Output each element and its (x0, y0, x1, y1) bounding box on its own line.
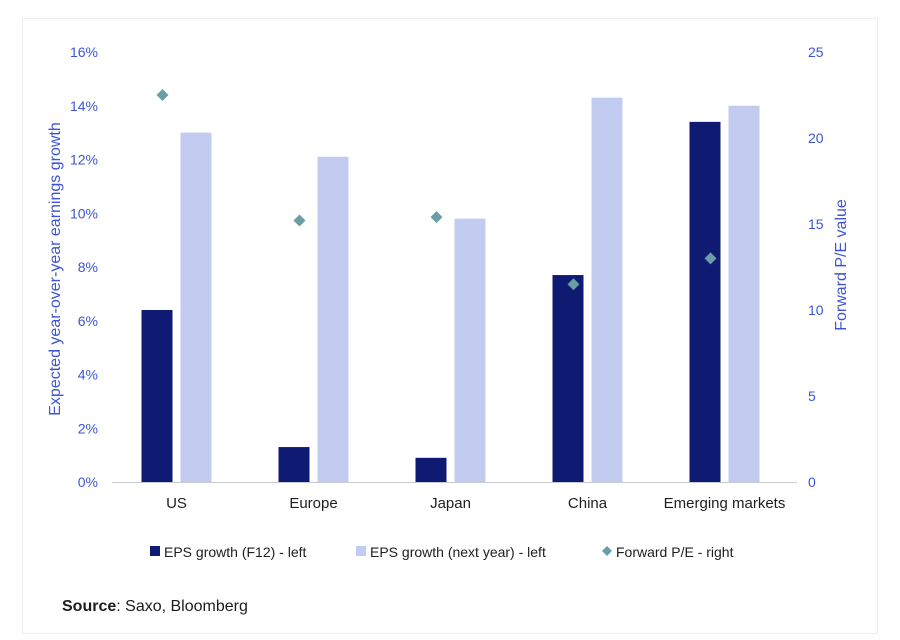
left-axis-title: Expected year-over-year earnings growth (47, 122, 64, 415)
legend-swatch (356, 546, 366, 556)
legend-swatch-diamond (602, 546, 612, 556)
bar-eps-next-year (317, 156, 349, 482)
plot-area (112, 89, 797, 483)
left-tick-label: 10% (70, 205, 98, 221)
point-forward-pe (156, 89, 169, 101)
left-tick-label: 8% (78, 259, 98, 275)
right-tick-label: 5 (808, 388, 816, 404)
left-tick-label: 12% (70, 152, 98, 168)
bar-eps-f12 (552, 275, 584, 482)
point-forward-pe (567, 278, 580, 291)
left-axis: 0% 2% 4% 6% 8% 10% 12% 14% 16% Expected year-over… (47, 44, 98, 490)
left-tick-label: 0% (78, 474, 98, 490)
legend-label: EPS growth (F12) - left (164, 544, 306, 560)
bar-eps-next-year (728, 105, 760, 482)
left-tick-label: 2% (78, 420, 98, 436)
bar-eps-next-year (180, 132, 212, 482)
x-tick-label: US (166, 495, 187, 512)
x-tick-label: Japan (430, 495, 471, 512)
legend-label: Forward P/E - right (616, 544, 734, 560)
source-label: Source (62, 598, 117, 615)
bar-eps-f12 (689, 121, 721, 482)
point-forward-pe (293, 214, 306, 227)
bar-eps-next-year (591, 97, 623, 482)
legend-swatch (150, 546, 160, 556)
point-forward-pe (430, 211, 443, 224)
legend: EPS growth (F12) - left EPS growth (next … (150, 544, 734, 560)
right-axis-title: Forward P/E value (833, 199, 850, 331)
right-tick-label: 25 (808, 44, 824, 60)
left-tick-label: 14% (70, 98, 98, 114)
right-axis: 0 5 10 15 20 25 Forward P/E value (808, 44, 850, 490)
right-tick-label: 0 (808, 474, 816, 490)
left-tick-label: 16% (70, 44, 98, 60)
source-note: Source: Saxo, Bloomberg (62, 598, 248, 616)
x-axis-labels: US Europe Japan China Emerging markets (166, 495, 785, 512)
bar-eps-next-year (454, 218, 486, 482)
legend-label: EPS growth (next year) - left (370, 544, 546, 560)
x-tick-label: China (568, 495, 608, 512)
left-tick-label: 4% (78, 367, 98, 383)
x-tick-label: Emerging markets (664, 495, 786, 512)
point-forward-pe (704, 252, 717, 265)
right-tick-label: 20 (808, 130, 824, 146)
left-tick-label: 6% (78, 313, 98, 329)
bar-eps-f12 (415, 457, 447, 482)
right-tick-label: 10 (808, 302, 824, 318)
bar-eps-f12 (278, 447, 310, 482)
bar-eps-f12 (141, 310, 173, 482)
x-tick-label: Europe (289, 495, 337, 512)
source-text: : Saxo, Bloomberg (116, 598, 248, 615)
right-tick-label: 15 (808, 216, 824, 232)
